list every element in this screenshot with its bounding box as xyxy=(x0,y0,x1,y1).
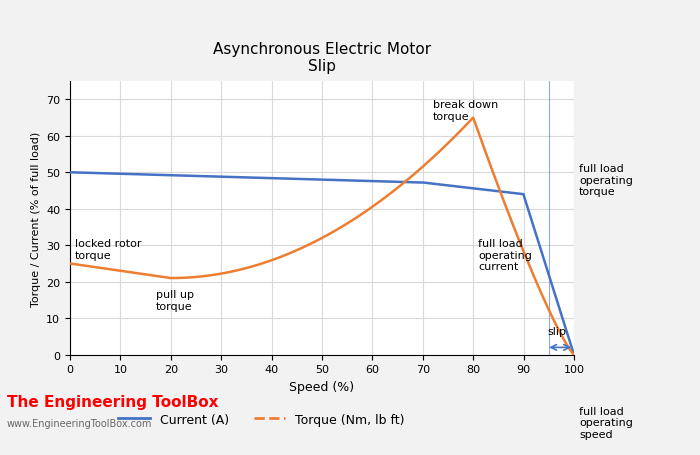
Text: The Engineering ToolBox: The Engineering ToolBox xyxy=(7,394,218,410)
Text: slip: slip xyxy=(547,327,566,337)
Text: full load
operating
current: full load operating current xyxy=(478,238,532,272)
Text: full load
operating
torque: full load operating torque xyxy=(579,164,633,197)
Text: pull up
torque: pull up torque xyxy=(155,289,194,311)
Legend: Current (A), Torque (Nm, lb ft): Current (A), Torque (Nm, lb ft) xyxy=(113,408,410,430)
Text: locked rotor
torque: locked rotor torque xyxy=(75,238,141,260)
Text: full load
operating
speed: full load operating speed xyxy=(579,406,633,439)
X-axis label: Speed (%): Speed (%) xyxy=(289,380,355,393)
Y-axis label: Torque / Current (% of full load): Torque / Current (% of full load) xyxy=(31,131,41,306)
Text: break down
torque: break down torque xyxy=(433,100,498,121)
Title: Asynchronous Electric Motor
Slip: Asynchronous Electric Motor Slip xyxy=(213,41,431,74)
Text: www.EngineeringToolBox.com: www.EngineeringToolBox.com xyxy=(7,418,153,428)
